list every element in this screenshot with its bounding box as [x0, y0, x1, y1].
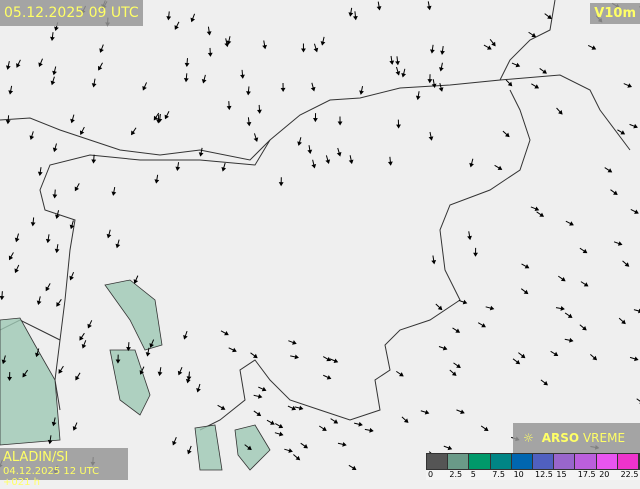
legend-swatch — [533, 454, 554, 469]
legend-swatch — [448, 454, 469, 469]
legend-label: 0 — [428, 470, 433, 479]
legend-swatch — [597, 454, 618, 469]
legend-swatch — [575, 454, 596, 469]
legend-label: 20 — [599, 470, 609, 479]
legend-swatch — [618, 454, 639, 469]
legend-label: 15 — [556, 470, 566, 479]
sun-icon: ☼ — [523, 431, 534, 445]
model-name: ALADIN/SI — [0, 448, 128, 465]
legend-swatch — [512, 454, 533, 469]
legend-swatch — [554, 454, 575, 469]
legend-label: 12.5 — [535, 470, 553, 479]
legend-label: 10 — [514, 470, 524, 479]
legend-swatch — [469, 454, 490, 469]
legend-label: 22.5 — [621, 470, 639, 479]
legend-label: 5 — [471, 470, 476, 479]
brand-strong: ARSO — [542, 431, 579, 445]
forecast-datetime: 05.12.2025 09 UTC — [0, 0, 143, 26]
model-run: 04.12.2025 12 UTC +021 h — [0, 465, 128, 489]
model-info: ALADIN/SI 04.12.2025 12 UTC +021 h — [0, 448, 128, 480]
brand-logo: ☼ ARSO VREME — [513, 423, 640, 453]
legend-swatch — [491, 454, 512, 469]
legend-label: 17.5 — [578, 470, 596, 479]
parameter-label: V10m — [590, 3, 640, 24]
legend-label: 2.5 — [449, 470, 462, 479]
brand-light: VREME — [583, 431, 625, 445]
legend-swatch — [427, 454, 448, 469]
legend-label: 7.5 — [492, 470, 505, 479]
legend-bar — [426, 453, 640, 470]
